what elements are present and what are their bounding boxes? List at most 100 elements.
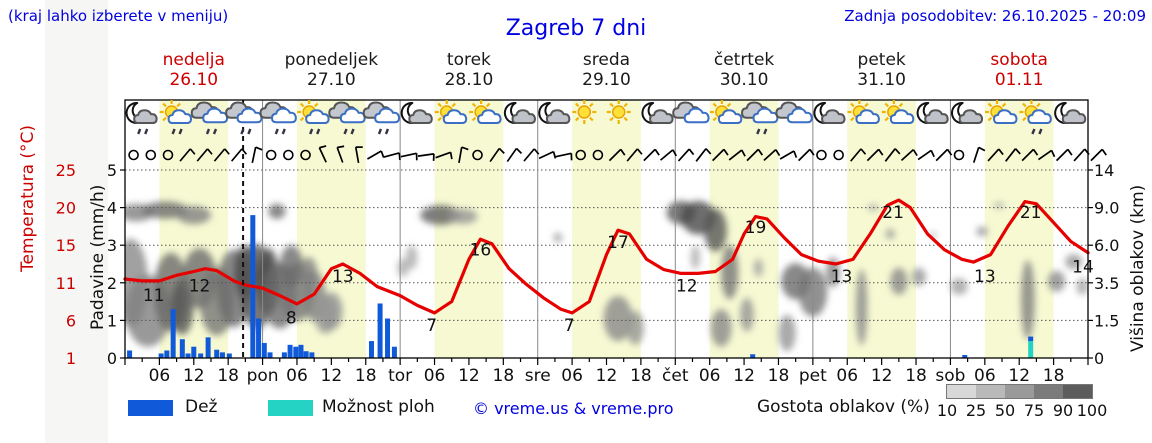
wind-calm-circle — [833, 149, 844, 161]
sky-icon-moon-cloud — [503, 101, 536, 125]
menu-hint-note: (kraj lahko izberete v meniju) — [8, 7, 229, 25]
wind-barb — [763, 149, 781, 161]
svg-text:18: 18 — [493, 366, 515, 386]
wind-barb — [251, 146, 263, 164]
wind-barb — [230, 148, 248, 162]
svg-text:9.0: 9.0 — [1094, 199, 1119, 218]
svg-text:19: 19 — [745, 218, 767, 238]
day-date: 26.10 — [169, 70, 219, 90]
svg-text:06: 06 — [561, 366, 583, 386]
sky-icon-cloud-rain — [259, 101, 297, 135]
svg-text:18: 18 — [768, 366, 790, 386]
temperature-curve — [123, 198, 1090, 315]
svg-text:11: 11 — [56, 274, 76, 293]
svg-text:sob: sob — [935, 366, 965, 386]
wind-calm-circle — [145, 149, 157, 161]
day-header-četrtek: četrtek 30.10 — [714, 50, 774, 90]
svg-text:18: 18 — [905, 366, 927, 386]
svg-text:06: 06 — [974, 366, 996, 386]
svg-text:7: 7 — [564, 316, 575, 336]
left-margin-strip — [45, 0, 108, 443]
svg-text:06: 06 — [286, 366, 308, 386]
svg-text:21: 21 — [1020, 203, 1042, 223]
wind-barb — [917, 149, 935, 161]
wind-calm-circle — [472, 149, 483, 161]
wind-barb — [555, 152, 573, 161]
time-axis: 06 12 18 06 12 18 06 12 18 06 12 18 06 12 18 06 12 18 06 12… — [124, 358, 1089, 386]
cloud-density-step — [976, 385, 1005, 398]
svg-text:11: 11 — [143, 286, 165, 306]
sky-icon-sun-cloud — [434, 100, 468, 125]
wind-barb — [1073, 148, 1090, 162]
cloud-density-step — [1063, 385, 1092, 398]
temp-axis-title: Temperatura (°C) — [18, 124, 38, 272]
wind-barb — [660, 149, 678, 161]
wind-barb — [179, 148, 196, 162]
wind-barb — [1037, 149, 1056, 161]
sky-icon-moon-cloud — [538, 101, 571, 125]
wind-barb-row — [128, 145, 1107, 164]
day-name: petek — [857, 50, 906, 70]
axis-ticks-and-labels: 1 0 0 6 1 1.5 11 2 3.5 15 3 6.0 20 4 9.0 25 5 14 — [56, 161, 1120, 368]
precip-axis-title: Padavine (mm/h) — [88, 184, 108, 330]
sky-icon-sun-cloud-rain — [297, 100, 330, 135]
wind-barb — [798, 148, 815, 162]
svg-text:18: 18 — [630, 366, 652, 386]
wind-calm-circle — [816, 149, 827, 161]
wind-barb — [523, 148, 540, 162]
sky-icon-moon-cloud — [1054, 101, 1087, 125]
sky-icon-moon-cloud — [641, 101, 674, 125]
wind-barb — [866, 148, 884, 162]
sky-icon-sun-cloud-rain — [159, 100, 193, 135]
day-name: nedelja — [162, 50, 225, 70]
wind-barb — [728, 149, 746, 161]
svg-text:tor: tor — [388, 366, 412, 386]
wind-barb — [626, 148, 643, 162]
sky-icon-sun — [572, 100, 597, 124]
wind-barb — [987, 148, 1004, 162]
cloud-density-step — [1005, 385, 1034, 398]
cloud-density-step — [1034, 385, 1063, 398]
wind-calm-circle — [300, 149, 311, 161]
sky-icon-sun-cloud — [709, 100, 743, 125]
sky-icon-sun-cloud-rain — [1019, 100, 1052, 135]
svg-text:21: 21 — [882, 203, 904, 223]
sky-icon-sun-cloud — [469, 100, 502, 125]
svg-text:06: 06 — [836, 366, 858, 386]
wind-barb — [677, 148, 695, 162]
svg-text:12: 12 — [189, 276, 211, 296]
sky-icon-sun-cloud — [881, 100, 915, 125]
svg-text:12: 12 — [1008, 366, 1030, 386]
svg-text:15: 15 — [56, 236, 76, 255]
day-date: 01.11 — [994, 70, 1044, 90]
wind-barb — [972, 146, 986, 163]
svg-text:12: 12 — [733, 366, 755, 386]
day-name: sreda — [582, 50, 631, 70]
svg-text:čet: čet — [662, 366, 689, 386]
svg-text:12: 12 — [676, 276, 698, 296]
cloud-density-scale-value: 90 — [1052, 401, 1074, 420]
wind-barb — [354, 146, 363, 164]
svg-text:18: 18 — [217, 366, 239, 386]
svg-text:14: 14 — [1094, 161, 1114, 180]
wind-barb — [695, 148, 712, 162]
svg-text:25: 25 — [56, 161, 76, 180]
svg-text:pon: pon — [247, 366, 279, 386]
copyright-link[interactable]: © vreme.us & vreme.pro — [473, 399, 674, 418]
svg-text:20: 20 — [56, 199, 76, 218]
wind-barb — [366, 150, 385, 160]
wind-barb — [489, 147, 505, 163]
wind-barb — [435, 151, 453, 160]
cloud-density-gradient — [946, 384, 1093, 399]
wind-barb — [1090, 148, 1107, 162]
svg-text:7: 7 — [426, 316, 437, 336]
wind-calm-circle — [162, 149, 174, 161]
sky-icon-cloud-rain — [328, 101, 366, 135]
day-date: 29.10 — [582, 70, 631, 90]
wind-barb — [779, 150, 798, 160]
day-name: sobota — [990, 50, 1048, 70]
wind-calm-circle — [265, 149, 277, 161]
wind-barb — [608, 148, 626, 162]
